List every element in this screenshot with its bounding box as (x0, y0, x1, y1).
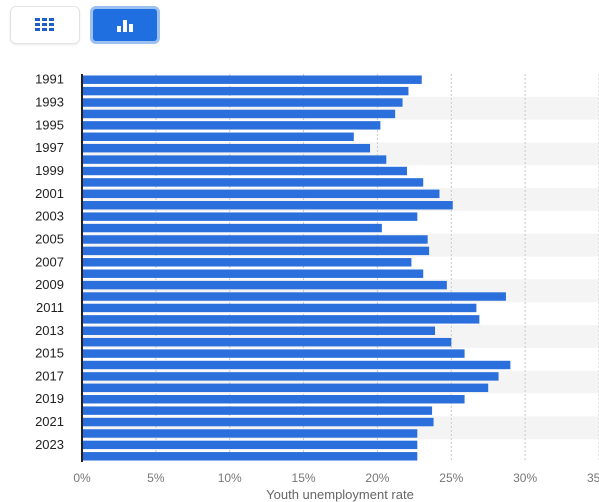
bar[interactable] (82, 166, 407, 176)
bar[interactable] (82, 178, 424, 187)
x-tick-label: 5% (147, 471, 165, 485)
y-tick-label: 1993 (35, 95, 64, 110)
bar[interactable] (82, 440, 418, 450)
bar[interactable] (82, 121, 381, 130)
bar[interactable] (82, 212, 418, 221)
y-tick-label: 2007 (35, 254, 64, 269)
y-tick-label: 2013 (35, 323, 64, 338)
bar[interactable] (82, 235, 428, 244)
x-tick-label: 0% (73, 471, 91, 485)
y-tick-label: 1991 (35, 72, 64, 87)
bar[interactable] (82, 201, 453, 210)
bar[interactable] (82, 269, 424, 278)
bar[interactable] (82, 349, 465, 358)
bar[interactable] (82, 223, 382, 233)
table-view-button[interactable] (10, 6, 80, 44)
y-tick-label: 2015 (35, 346, 64, 361)
bar[interactable] (82, 280, 447, 290)
bar[interactable] (82, 395, 465, 404)
table-grid-icon (35, 18, 54, 31)
bar[interactable] (82, 75, 422, 84)
bar[interactable] (82, 155, 387, 164)
y-tick-label: 2009 (35, 277, 64, 292)
y-tick-label: 1997 (35, 140, 64, 155)
bar[interactable] (82, 429, 418, 438)
y-tick-label: 2005 (35, 231, 64, 246)
bar[interactable] (82, 417, 434, 427)
bar[interactable] (82, 86, 409, 96)
bar[interactable] (82, 189, 440, 199)
bar[interactable] (82, 132, 354, 141)
x-tick-label: 25% (439, 471, 463, 485)
bar[interactable] (82, 109, 396, 119)
y-tick-label: 1999 (35, 163, 64, 178)
bar-chart-icon (117, 20, 133, 32)
y-tick-label: 2023 (35, 437, 64, 452)
bar[interactable] (82, 246, 430, 256)
bar[interactable] (82, 337, 452, 347)
bar[interactable] (82, 292, 506, 301)
y-tick-label: 2003 (35, 209, 64, 224)
y-tick-label: 2011 (36, 300, 64, 315)
bar[interactable] (82, 303, 477, 313)
x-tick-label: 30% (513, 471, 537, 485)
x-tick-label: 15% (292, 471, 316, 485)
y-tick-label: 2019 (35, 391, 64, 406)
bar[interactable] (82, 406, 433, 415)
y-tick-label: 2017 (35, 368, 64, 383)
bar[interactable] (82, 143, 371, 153)
bar[interactable] (82, 326, 436, 335)
view-toggle (10, 6, 160, 48)
x-tick-label: 20% (365, 471, 389, 485)
y-tick-label: 2001 (35, 186, 64, 201)
x-tick-label: 10% (218, 471, 242, 485)
y-tick-label: 1995 (35, 117, 64, 132)
bar[interactable] (82, 452, 418, 461)
bar[interactable] (82, 372, 499, 381)
chart-view-button[interactable] (90, 6, 160, 44)
bar[interactable] (82, 383, 489, 393)
x-axis-label: Youth unemployment rate (266, 487, 414, 502)
bar[interactable] (82, 315, 480, 324)
bar[interactable] (82, 98, 403, 107)
y-tick-label: 2021 (35, 414, 64, 429)
x-tick-label: 35% (587, 471, 599, 485)
bar[interactable] (82, 258, 412, 267)
bar[interactable] (82, 360, 511, 370)
